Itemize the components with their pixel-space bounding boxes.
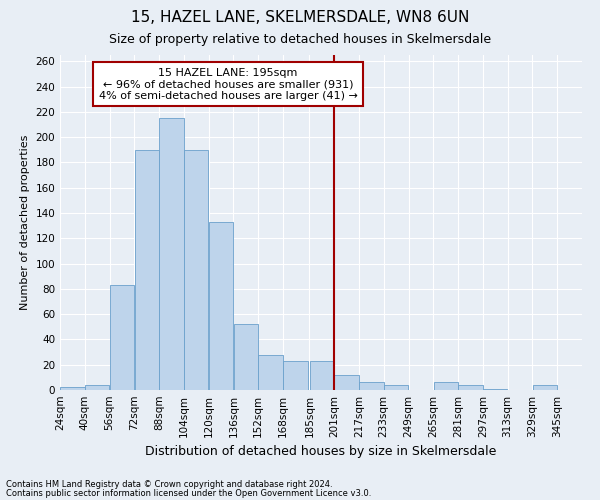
Bar xyxy=(259,354,283,390)
Text: Size of property relative to detached houses in Skelmersdale: Size of property relative to detached ho… xyxy=(109,32,491,46)
Bar xyxy=(134,150,159,390)
Text: 15 HAZEL LANE: 195sqm
← 96% of detached houses are smaller (931)
4% of semi-deta: 15 HAZEL LANE: 195sqm ← 96% of detached … xyxy=(98,68,358,101)
Bar xyxy=(283,361,308,390)
Bar xyxy=(310,361,334,390)
Bar xyxy=(434,382,458,390)
Bar xyxy=(359,382,383,390)
Bar xyxy=(85,385,109,390)
Bar xyxy=(384,385,408,390)
Y-axis label: Number of detached properties: Number of detached properties xyxy=(20,135,30,310)
Bar xyxy=(334,375,359,390)
Bar xyxy=(533,385,557,390)
Text: Contains HM Land Registry data © Crown copyright and database right 2024.: Contains HM Land Registry data © Crown c… xyxy=(6,480,332,489)
X-axis label: Distribution of detached houses by size in Skelmersdale: Distribution of detached houses by size … xyxy=(145,446,497,458)
Bar xyxy=(234,324,258,390)
Bar xyxy=(160,118,184,390)
Bar xyxy=(60,388,85,390)
Bar xyxy=(110,285,134,390)
Bar xyxy=(483,388,508,390)
Bar xyxy=(458,385,482,390)
Bar xyxy=(184,150,208,390)
Bar xyxy=(209,222,233,390)
Text: Contains public sector information licensed under the Open Government Licence v3: Contains public sector information licen… xyxy=(6,488,371,498)
Text: 15, HAZEL LANE, SKELMERSDALE, WN8 6UN: 15, HAZEL LANE, SKELMERSDALE, WN8 6UN xyxy=(131,10,469,25)
